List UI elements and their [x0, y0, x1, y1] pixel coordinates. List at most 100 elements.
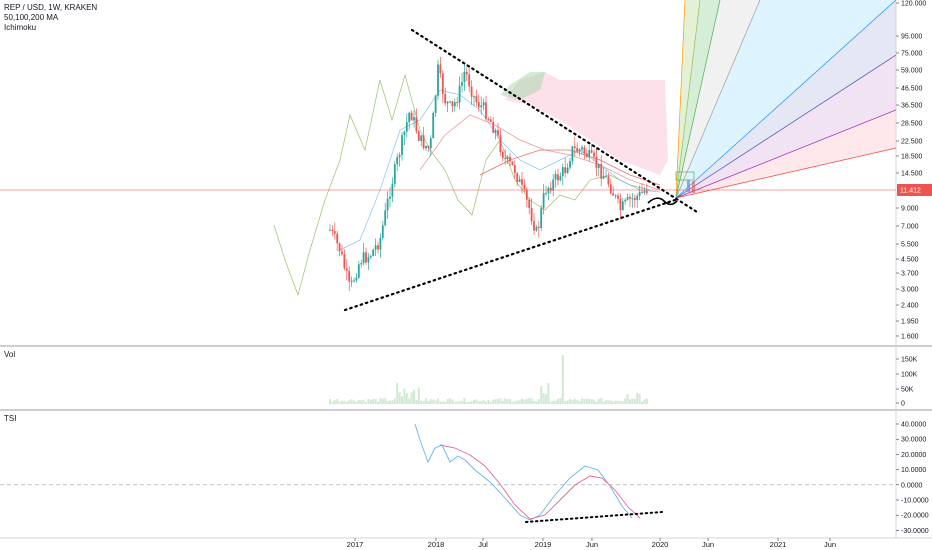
volume-bar	[360, 400, 363, 404]
lower-trendline[interactable]	[343, 198, 677, 312]
volume-bar	[401, 396, 403, 404]
candle-body	[489, 119, 492, 122]
time-axis[interactable]: 2017 2018 Jul 2019 Jun 2020 Jun 2021 Jun	[347, 538, 836, 549]
volume-pane-label[interactable]: Vol	[4, 350, 16, 359]
tsi-axis[interactable]: 40.0000 30.0000 20.0000 10.0000 0.0000 -10.00…	[896, 422, 929, 535]
volume-bar	[482, 400, 485, 404]
tsi-tick-label: -30.0000	[901, 528, 929, 535]
volume-bar	[379, 398, 382, 404]
candle-body	[633, 198, 636, 201]
volume-bar	[420, 401, 423, 404]
price-tick-label: 4.500	[901, 257, 919, 264]
candle-body	[521, 179, 523, 185]
volume-bar	[521, 398, 523, 404]
fan-ray	[675, 0, 721, 199]
volume-bar	[636, 392, 639, 404]
candle-body	[525, 189, 528, 200]
candle-body	[396, 157, 399, 165]
tsi-tick-label: 40.0000	[901, 422, 926, 429]
volume-bar	[432, 399, 435, 404]
volume-bar	[564, 401, 567, 404]
candle-body	[336, 233, 339, 244]
candle-body	[533, 221, 535, 231]
volume-bar	[614, 400, 617, 404]
candle-body	[564, 167, 567, 173]
candle-body	[645, 191, 648, 193]
volume-bar	[638, 393, 641, 404]
volume-bar	[446, 399, 449, 404]
candle-body	[561, 167, 564, 177]
candle-body	[602, 176, 605, 179]
candle-body	[621, 201, 624, 211]
current-price-tag[interactable]	[897, 184, 932, 196]
candle-body	[583, 147, 586, 154]
volume-bar	[571, 399, 574, 404]
volume-bar	[624, 398, 627, 404]
candle-body	[377, 245, 379, 250]
candle-body	[463, 71, 466, 82]
price-tick-label: 1.950	[901, 319, 919, 326]
candle-body	[398, 154, 401, 158]
volume-bar	[415, 399, 418, 404]
time-tick-label: Jun	[586, 540, 598, 549]
volume-tick-label: 0	[901, 401, 905, 408]
volume-bar	[535, 401, 538, 404]
candle-body	[353, 280, 355, 282]
candle-body	[607, 176, 610, 185]
volume-bar	[528, 398, 531, 404]
volume-bar	[413, 389, 415, 404]
candle-body	[641, 191, 643, 193]
candlestick-series	[329, 56, 648, 292]
candle-body	[629, 196, 631, 199]
candle-body	[372, 249, 375, 256]
candle-body	[643, 191, 646, 193]
candle-body	[432, 112, 435, 139]
candle-body	[552, 179, 555, 191]
symbol-title[interactable]: REP / USD, 1W, KRAKEN	[4, 3, 98, 12]
candle-body	[333, 231, 336, 234]
volume-bar	[365, 401, 367, 404]
volume-bar	[451, 399, 454, 404]
volume-axis[interactable]: 150K 100K 50K 0	[896, 357, 918, 408]
volume-bar	[345, 401, 348, 404]
ichimoku-legend[interactable]: Ichimoku	[4, 23, 37, 32]
volume-bar	[449, 398, 451, 404]
candle-body	[557, 174, 559, 181]
volume-bar	[384, 398, 387, 404]
volume-bar	[552, 400, 555, 404]
candle-body	[360, 263, 363, 265]
candle-body	[403, 131, 406, 136]
candle-body	[444, 93, 447, 104]
volume-bar	[504, 398, 507, 404]
candle-body	[535, 227, 538, 231]
candle-body	[485, 102, 487, 119]
price-tick-label: 46.500	[901, 86, 923, 93]
volume-bar	[612, 401, 615, 404]
projected-path-sketch[interactable]	[647, 197, 678, 206]
ma-legend[interactable]: 50,100,200 MA	[4, 13, 59, 22]
candle-body	[434, 95, 437, 113]
tsi-pane-label[interactable]: TSI	[4, 414, 17, 423]
volume-bar	[456, 401, 459, 404]
time-tick-label: Jun	[824, 540, 836, 549]
candle-body	[437, 64, 439, 96]
time-tick-label: 2017	[347, 540, 364, 549]
volume-bar	[533, 401, 535, 404]
candle-body	[542, 193, 545, 209]
volume-bar	[523, 399, 526, 404]
volume-bar	[588, 399, 591, 404]
volume-bar	[468, 401, 471, 404]
volume-bar	[391, 400, 394, 404]
candle-body	[338, 243, 341, 252]
price-tick-label: 3.700	[901, 271, 919, 278]
price-axis[interactable]: 120.000 95.000 75.000 59.000 46.500 36.500 28.…	[896, 1, 932, 341]
candle-body	[355, 277, 358, 281]
volume-bar	[357, 400, 360, 404]
price-tick-label: 14.500	[901, 171, 923, 178]
upper-trendline[interactable]	[410, 28, 699, 214]
fibonacci-fan[interactable]	[675, 0, 896, 199]
volume-bar	[641, 401, 643, 404]
volume-bar	[609, 400, 612, 404]
volume-bar	[617, 400, 619, 404]
